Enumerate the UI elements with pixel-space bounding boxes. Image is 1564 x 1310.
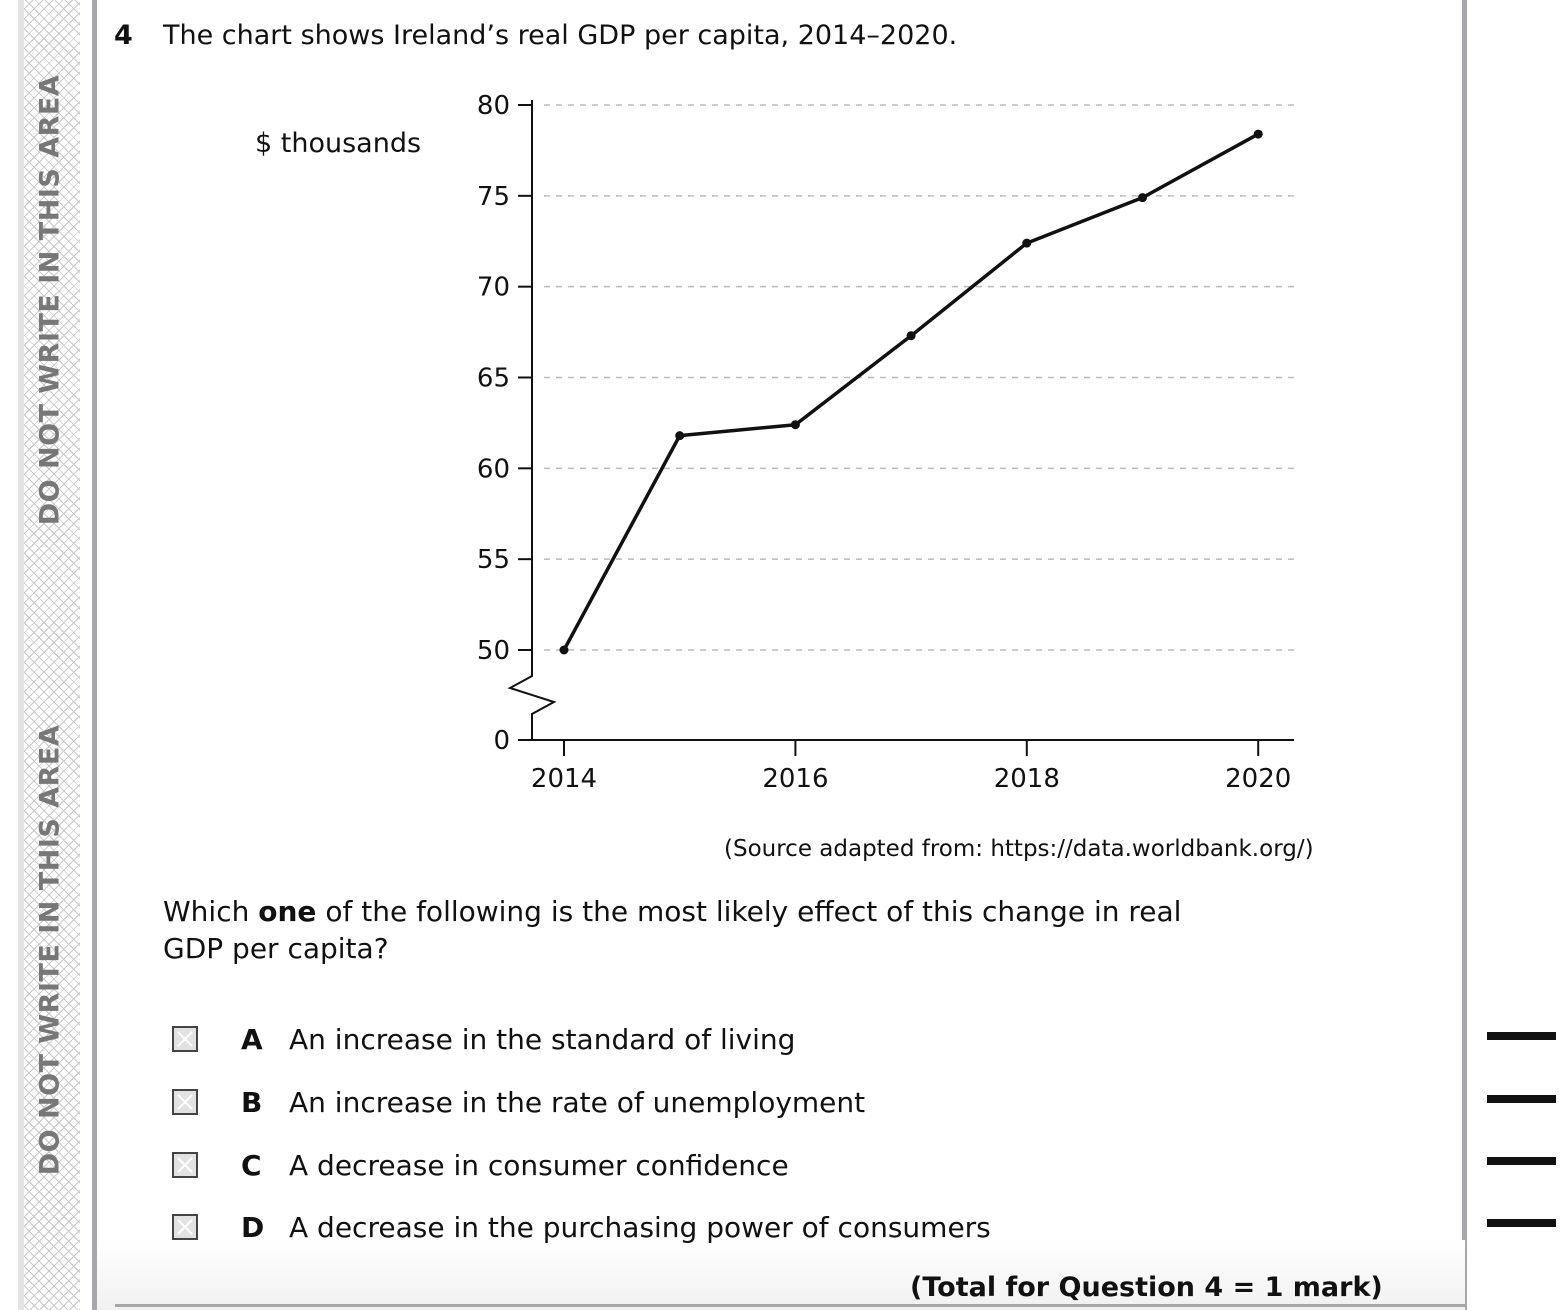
prompt-text: Which xyxy=(163,895,259,928)
y-tick-label: 80 xyxy=(477,91,510,121)
option-text: A decrease in consumer confidence xyxy=(289,1148,789,1182)
bottom-rule xyxy=(115,1304,1465,1307)
y-tick-label: 60 xyxy=(477,454,510,484)
question-text: The chart shows Ireland’s real GDP per c… xyxy=(163,20,958,51)
y-tick-label: 70 xyxy=(477,273,510,303)
gdp-series-line xyxy=(562,132,1260,651)
source-note: (Source adapted from: https://data.world… xyxy=(724,836,1314,862)
margin-edge xyxy=(18,0,24,1310)
answer-mark-line xyxy=(1487,1095,1556,1103)
data-point-2017 xyxy=(906,331,916,341)
data-point-2018 xyxy=(1022,238,1032,248)
option-d[interactable]: D A decrease in the purchasing power of c… xyxy=(172,1209,991,1245)
y-tick-label: 75 xyxy=(477,182,510,212)
option-c[interactable]: C A decrease in consumer confidence xyxy=(172,1147,789,1183)
option-c-checkbox[interactable] xyxy=(172,1152,198,1178)
option-letter: D xyxy=(241,1210,265,1244)
page-bottom-shade xyxy=(97,1240,1465,1310)
answer-mark-line xyxy=(1487,1219,1556,1227)
option-b-checkbox[interactable] xyxy=(172,1089,198,1115)
total-marks: (Total for Question 4 = 1 mark) xyxy=(910,1272,1383,1303)
question-number: 4 xyxy=(114,20,133,51)
option-text: A decrease in the purchasing power of co… xyxy=(289,1210,991,1244)
data-point-2014 xyxy=(559,645,569,655)
prompt-emphasis: one xyxy=(258,895,317,928)
option-a[interactable]: A An increase in the standard of living xyxy=(172,1021,795,1057)
y-tick-label: 50 xyxy=(477,636,510,666)
data-point-2016 xyxy=(790,420,800,430)
option-a-checkbox[interactable] xyxy=(172,1026,198,1052)
y-axis xyxy=(507,100,557,740)
option-d-checkbox[interactable] xyxy=(172,1214,198,1240)
option-text: An increase in the rate of unemployment xyxy=(289,1085,866,1119)
y-tick-label: 55 xyxy=(477,545,510,575)
x-tick-label: 2018 xyxy=(994,764,1060,794)
prompt-text: of the following is the most likely effe… xyxy=(163,895,1182,965)
answer-mark-line xyxy=(1487,1157,1556,1165)
x-tick-label: 2016 xyxy=(762,764,828,794)
option-text: An increase in the standard of living xyxy=(289,1022,796,1056)
data-point-2015 xyxy=(675,431,685,441)
option-letter: C xyxy=(241,1148,262,1182)
question-prompt: Which one of the following is the most l… xyxy=(163,893,1213,967)
answer-mark-line xyxy=(1487,1032,1556,1040)
option-letter: A xyxy=(241,1022,263,1056)
option-letter: B xyxy=(241,1085,263,1119)
data-point-2019 xyxy=(1138,193,1147,203)
x-tick-label: 2020 xyxy=(1225,764,1291,794)
data-point-2020 xyxy=(1253,129,1263,139)
right-border xyxy=(1462,0,1467,1310)
y-tick-label: 65 xyxy=(477,364,510,394)
do-not-write-margin xyxy=(18,0,80,1310)
option-b[interactable]: B An increase in the rate of unemployment xyxy=(172,1084,865,1120)
left-border xyxy=(92,0,97,1310)
y-axis-label: $ thousands xyxy=(255,128,422,159)
x-tick-label: 2014 xyxy=(531,764,597,794)
y-tick-label: 0 xyxy=(493,726,510,756)
